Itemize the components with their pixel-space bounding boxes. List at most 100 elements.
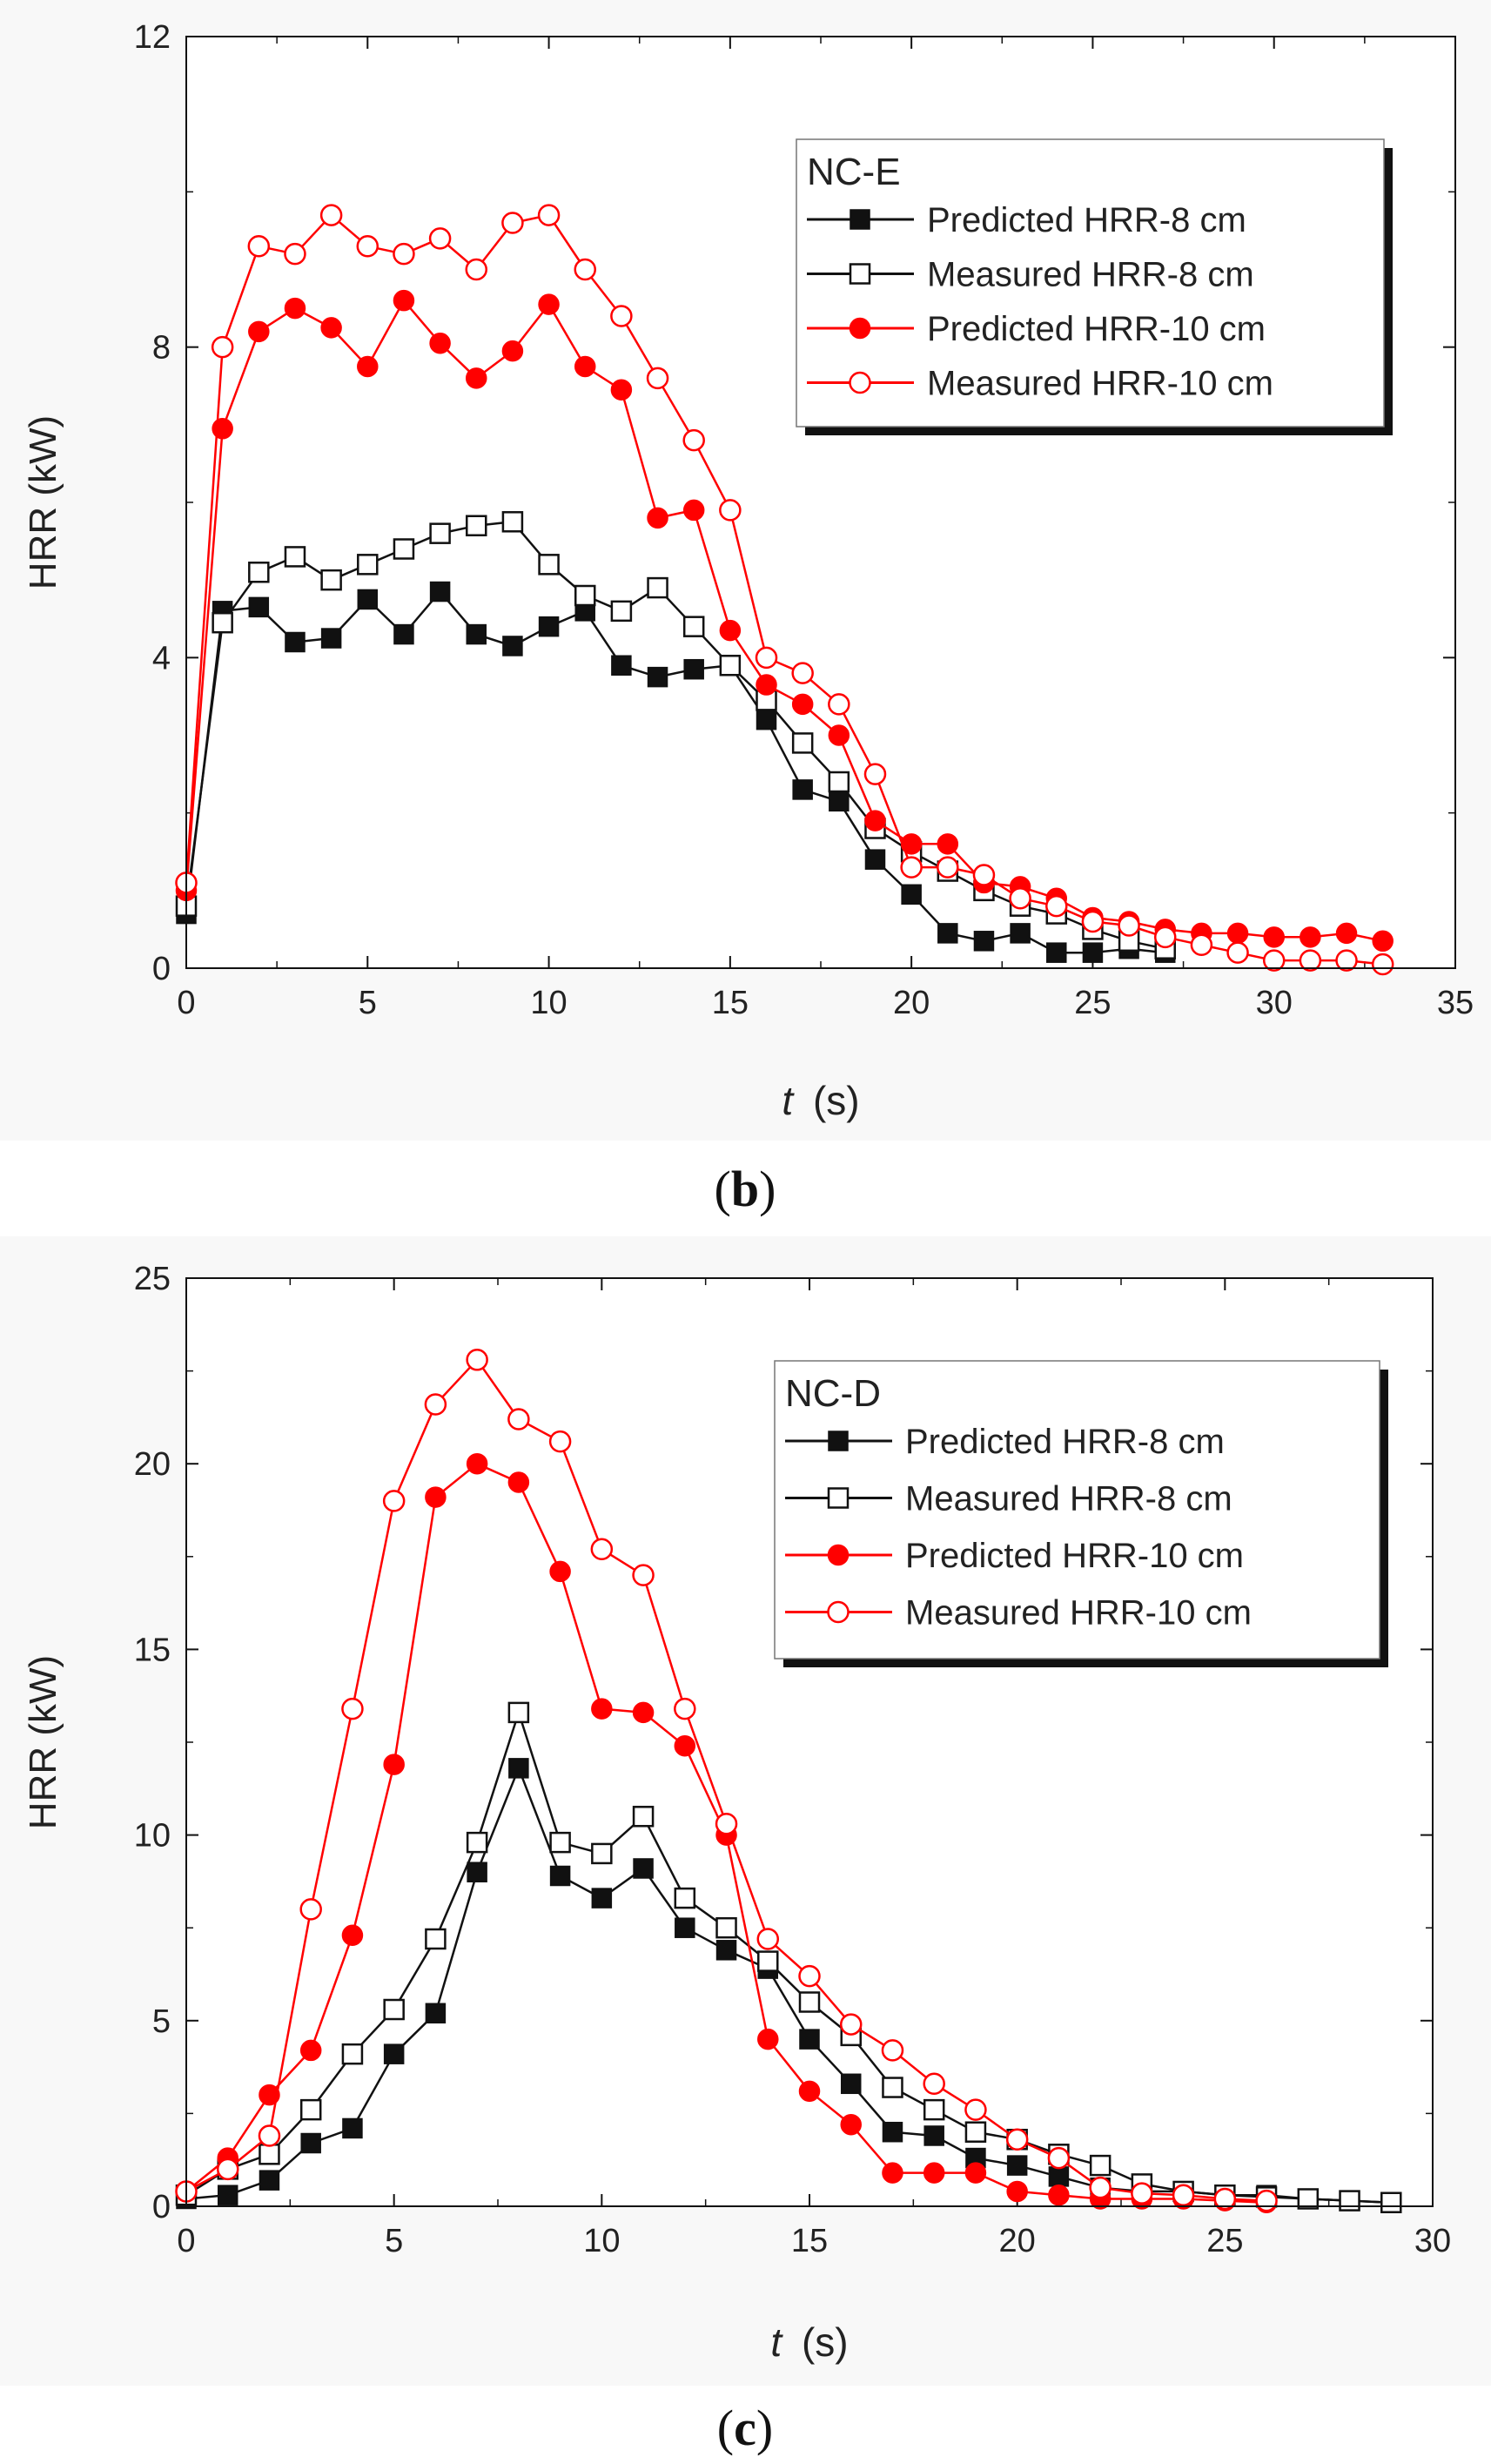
panel-b-predicted-hrr-8-cm-point: [647, 666, 668, 688]
panel-b-x-axis-unit: (s): [813, 1078, 860, 1123]
panel-b-measured-hrr-10-cm-point: [247, 235, 271, 258]
panel-b-predicted-hrr-10-cm-point: [719, 619, 742, 642]
panel-c-measured-hrr-8-cm-point: [341, 2043, 364, 2065]
panel-b-predicted-hrr-8-cm-point: [1082, 942, 1104, 963]
panel-c-predicted-hrr-10-cm-point: [591, 1698, 613, 1720]
panel-b-predicted-hrr-8-cm-point: [393, 623, 414, 645]
panel-c-measured-hrr-10-cm-point: [674, 1697, 696, 1720]
panel-b-x-tick-label: 20: [893, 985, 930, 1021]
panel-b-series-group: [175, 204, 1394, 976]
panel-b-measured-hrr-10-cm-point: [1118, 914, 1140, 937]
panel-c-measured-hrr-8-cm-point: [259, 2144, 280, 2165]
panel-b-predicted-hrr-8-cm-point: [285, 631, 306, 653]
panel-c-x-tick-label: 10: [583, 2223, 620, 2259]
panel-c-measured-hrr-10-cm-point: [964, 2098, 987, 2121]
panel-c-measured-hrr-10-cm-point: [507, 1408, 530, 1431]
panel-b-predicted-hrr-10-cm-point: [574, 355, 596, 378]
panel-b-predicted-hrr-10-cm-point: [357, 355, 379, 378]
panel-c-measured-hrr-8-cm-point: [1380, 2191, 1402, 2213]
panel-b-measured-hrr-8-cm-point: [501, 511, 524, 533]
panel-c-predicted-hrr-10-cm-point: [549, 1560, 571, 1583]
panel-c-measured-hrr-8-cm-point: [674, 1887, 696, 1909]
panel-c-predicted-hrr-8-cm-point: [217, 2185, 238, 2205]
panel-b-legend-predicted-hrr-10-cm-marker: [849, 317, 871, 340]
panel-b-predicted-hrr-10-cm-point: [864, 810, 886, 831]
panel-b-x-axis-symbol: t: [782, 1078, 795, 1123]
panel-c-predicted-hrr-8-cm-point: [591, 1888, 613, 1909]
panel-b-predicted-hrr-10-cm-point: [828, 724, 850, 746]
panel-c-legend-entries: Predicted HRR-8 cm Measured HRR-8 cm Predi…: [785, 1423, 1252, 1633]
panel-b-x-tick-label: 35: [1437, 985, 1474, 1021]
panel-b-measured-hrr-10-cm-point: [1009, 887, 1031, 910]
panel-c-series-group: [175, 1349, 1402, 2213]
panel-b-legend: NC-E Predicted HRR-8 cm Measured HRR-8 cm…: [796, 138, 1393, 435]
panel-c-y-tick-label: 0: [152, 2189, 171, 2225]
panel-c-measured-hrr-8-cm-point: [1297, 2188, 1320, 2210]
panel-b-legend-measured-hrr-10-cm-marker: [849, 371, 871, 394]
panel-c-predicted-hrr-10-cm-point: [299, 2039, 322, 2062]
panel-c-letter: c: [734, 2400, 756, 2456]
panel-b-measured-hrr-8-cm-point: [647, 576, 668, 599]
panel-b-measured-hrr-10-cm-point: [393, 242, 415, 266]
panel-b-predicted-hrr-8-cm-point: [792, 779, 813, 800]
panel-b-legend-entries: Predicted HRR-8 cm Measured HRR-8 cm Predi…: [807, 201, 1273, 403]
panel-b-measured-hrr-8-cm-point: [429, 522, 451, 544]
panel-c-predicted-hrr-8-cm-point: [425, 2003, 447, 2024]
panel-c-x-tick-label: 20: [999, 2223, 1036, 2259]
panel-c-legend: NC-D Predicted HRR-8 cm Measured HRR-8 cm…: [774, 1360, 1388, 1667]
panel-b-predicted-hrr-8-cm-point: [357, 589, 379, 610]
panel-b-predicted-hrr-10-cm-point: [791, 693, 814, 716]
panel-b-x-tick-label: 25: [1074, 985, 1111, 1021]
panel-c-predicted-hrr-10-cm-point: [923, 2162, 945, 2184]
panel-b-x-tick-label: 15: [712, 985, 749, 1021]
panel-c-measured-hrr-8-cm-point: [425, 1928, 447, 1950]
panel-b-measured-hrr-10-cm-point: [356, 235, 379, 258]
panel-c-predicted-hrr-8-cm-point: [342, 2117, 363, 2139]
panel-c-measured-hrr-10-cm-point: [1047, 2146, 1071, 2170]
panel-b-y-axis-label: HRR (kW): [22, 415, 64, 589]
panel-b-measured-hrr-8-cm-point: [682, 616, 705, 637]
panel-b-measured-hrr-10-cm-point: [610, 305, 633, 327]
panel-c-legend-measured-hrr-8-cm-marker: [827, 1487, 850, 1509]
panel-c-measured-hrr-8-cm-point: [549, 1831, 571, 1854]
panel-b-label: (b): [715, 1161, 776, 1217]
panel-c-measured-hrr-8-cm-point: [923, 2098, 945, 2121]
panel-c-predicted-hrr-10-cm-point: [1048, 2184, 1070, 2206]
panel-b-predicted-hrr-10-cm-point: [756, 674, 777, 696]
panel-c-measured-hrr-10-cm-point: [1213, 2187, 1237, 2211]
panel-c-legend-box: [774, 1360, 1380, 1659]
panel-b-measured-hrr-10-cm-point: [1045, 894, 1068, 918]
panel-c-measured-hrr-10-cm-point: [798, 1964, 821, 1988]
panel-b-predicted-hrr-10-cm-point: [320, 317, 342, 339]
panel-b-measured-hrr-8-cm-point: [538, 554, 560, 576]
panel-b-predicted-hrr-10-cm-point: [429, 332, 451, 354]
panel-b-predicted-hrr-8-cm-line: [185, 590, 1165, 954]
panel-b-predicted-hrr-10-cm-point: [393, 289, 415, 312]
panel-b-predicted-hrr-8-cm-point: [1046, 942, 1067, 963]
panel-c-measured-hrr-10-cm-point: [839, 2013, 863, 2036]
panel-c-predicted-hrr-8-cm-point: [259, 2170, 280, 2191]
panel-b-measured-hrr-10-cm-point: [791, 662, 814, 684]
panel-c-x-tick-label: 5: [385, 2223, 403, 2259]
panel-c-predicted-hrr-8-cm-point: [715, 1940, 737, 1961]
panel-c-measured-hrr-8-cm-point: [1089, 2154, 1112, 2177]
panel-b-predicted-hrr-8-cm-point: [829, 791, 850, 812]
panel-c-predicted-hrr-10-cm-point: [840, 2113, 862, 2136]
panel-b-x-tick-label: 0: [177, 985, 195, 1021]
panel-b-chart: 0 5 10 15 20 25 30 35 0 4 8 12 HRR (kW) t (s) NC-E …: [0, 0, 1491, 1217]
panel-b-measured-hrr-10-cm-point: [537, 204, 561, 226]
panel-b-letter: b: [731, 1161, 759, 1217]
panel-c-x-axis-unit: (s): [802, 2319, 849, 2365]
panel-c-measured-hrr-10-cm-point: [424, 1393, 447, 1416]
panel-b-measured-hrr-10-cm-point: [863, 763, 887, 785]
panel-b-measured-hrr-8-cm-point: [719, 655, 742, 677]
panel-b-measured-hrr-8-cm-point: [320, 569, 342, 591]
panel-b-measured-hrr-10-cm-point: [211, 335, 234, 359]
panel-c-measured-hrr-10-cm-point: [382, 1490, 406, 1512]
panel-c-measured-hrr-8-cm-point: [632, 1806, 655, 1828]
panel-b-y-tick-label: 0: [152, 951, 171, 987]
panel-b-measured-hrr-10-cm-point: [319, 204, 343, 226]
panel-c-predicted-hrr-10-cm-point: [674, 1735, 696, 1757]
panel-c-label: (c): [717, 2400, 773, 2456]
